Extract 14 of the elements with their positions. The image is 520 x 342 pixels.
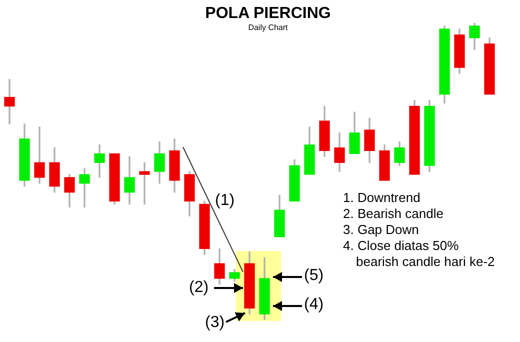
annotation: (1) bbox=[215, 192, 235, 209]
annotation: (3) bbox=[205, 314, 225, 331]
candlestick bbox=[79, 168, 90, 208]
annotation: 1. Downtrend bbox=[343, 190, 422, 206]
annotation: 2. Bearish candle bbox=[343, 206, 444, 222]
annotation: 3. Gap Down bbox=[343, 222, 420, 238]
annotation: (2) bbox=[189, 279, 209, 296]
chart-title: POLA PIERCING bbox=[204, 5, 332, 23]
chart-subtitle: Daily Chart bbox=[247, 23, 289, 32]
candlestick bbox=[139, 162, 150, 204]
annotation: (4) bbox=[304, 296, 324, 313]
annotation: (5) bbox=[304, 267, 324, 284]
candlestick bbox=[4, 79, 15, 124]
annotation: 4. Close diatas 50% bearish candle hari ke-2 bbox=[343, 238, 496, 270]
